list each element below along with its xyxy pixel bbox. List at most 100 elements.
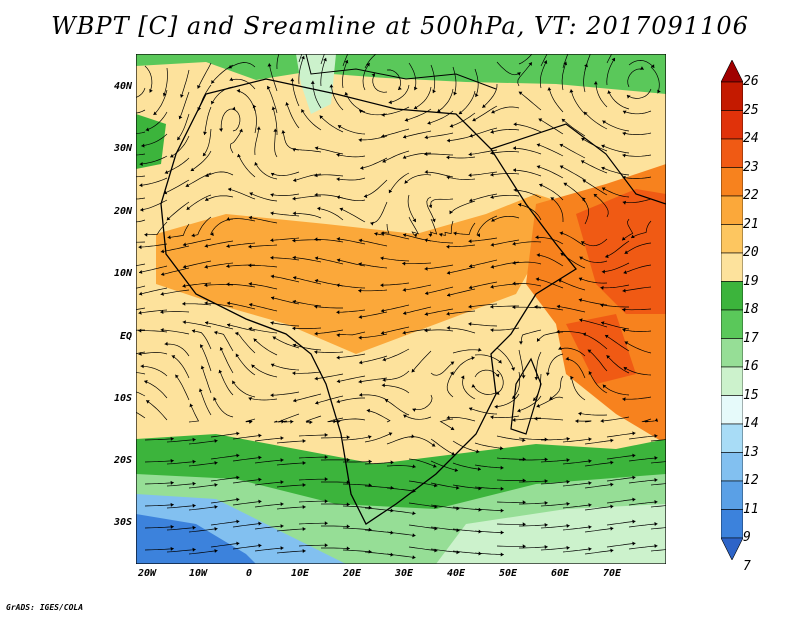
streamline-arrow <box>302 461 306 465</box>
streamline <box>276 528 306 532</box>
streamline <box>298 500 328 503</box>
colorbar-box <box>721 110 743 140</box>
streamline <box>141 133 168 147</box>
streamline <box>628 479 658 484</box>
streamline <box>490 173 520 176</box>
streamline <box>285 102 300 129</box>
streamline-arrow <box>425 291 429 296</box>
streamline <box>320 54 325 65</box>
streamline <box>430 482 460 489</box>
streamline <box>468 259 498 267</box>
streamline <box>317 207 344 221</box>
streamline-arrow <box>402 287 406 292</box>
streamline <box>512 283 542 287</box>
streamline <box>600 304 629 308</box>
streamline <box>144 460 174 463</box>
streamline-arrow <box>500 508 504 513</box>
streamline <box>305 415 322 423</box>
streamline-arrow <box>588 525 592 529</box>
streamline <box>314 174 344 177</box>
streamline <box>339 207 366 223</box>
streamline-arrow <box>428 204 433 208</box>
streamline-arrow <box>381 383 385 388</box>
colorbar-box <box>721 81 743 111</box>
streamline <box>270 257 300 261</box>
streamline <box>226 242 256 247</box>
streamline-arrow <box>359 360 363 365</box>
streamline-arrow <box>413 233 418 238</box>
colorbar-box <box>721 281 743 311</box>
streamline <box>623 264 652 274</box>
streamline <box>210 498 240 504</box>
streamline-arrow <box>622 236 626 241</box>
colorbar-label: 17 <box>743 330 759 346</box>
streamline-arrow <box>160 249 165 254</box>
streamline <box>204 240 234 247</box>
streamline-arrow <box>314 304 318 309</box>
streamline-arrow <box>281 130 286 134</box>
streamline-arrow <box>140 364 144 369</box>
streamline <box>650 483 666 486</box>
streamline-arrow <box>601 321 605 325</box>
streamline-arrow <box>610 482 614 487</box>
streamline <box>402 262 432 265</box>
streamline-arrow <box>254 162 258 166</box>
streamline <box>211 64 234 84</box>
streamline-arrow <box>588 481 592 485</box>
streamline <box>220 108 234 132</box>
streamline-arrow <box>180 94 184 98</box>
streamline-arrow <box>346 457 350 462</box>
streamline-arrow <box>491 109 495 114</box>
streamline <box>144 380 168 399</box>
colorbar-label: 15 <box>743 387 759 403</box>
streamline-arrow <box>336 333 340 338</box>
streamline-arrow <box>226 301 231 306</box>
streamline-arrow <box>170 458 174 463</box>
streamline <box>276 550 306 554</box>
streamline <box>446 417 476 422</box>
streamline <box>452 349 482 354</box>
streamline-arrow <box>491 218 495 222</box>
streamline-arrow <box>512 260 516 265</box>
streamline-arrow <box>446 175 450 180</box>
streamline-arrow <box>204 264 208 269</box>
streamline <box>254 525 284 530</box>
streamline <box>490 415 520 418</box>
streamline-arrow <box>211 80 215 84</box>
streamline-arrow <box>380 308 385 313</box>
streamline <box>270 275 300 283</box>
map-panel <box>136 54 666 564</box>
streamline <box>490 194 520 199</box>
streamline-arrow <box>363 194 368 199</box>
lon-label-30e: 30E <box>394 568 414 579</box>
streamline-arrow <box>226 244 230 248</box>
streamline <box>358 333 388 339</box>
streamline-arrow <box>412 464 416 469</box>
streamline <box>251 364 278 378</box>
streamline <box>166 527 196 531</box>
streamline <box>468 407 498 415</box>
streamline-arrow <box>402 261 406 266</box>
streamline-arrow <box>498 359 502 364</box>
streamline-arrow <box>271 106 276 111</box>
streamline-arrow <box>344 60 349 64</box>
streamline <box>273 420 294 423</box>
streamline <box>175 374 190 401</box>
colorbar-box <box>721 423 743 453</box>
streamline-arrow <box>358 262 362 267</box>
streamline-arrow <box>412 555 416 560</box>
streamline-arrow <box>433 464 437 468</box>
streamline-arrow <box>512 395 516 399</box>
streamline <box>386 553 416 559</box>
streamline-arrow <box>310 80 315 84</box>
streamline <box>474 369 499 378</box>
streamline <box>535 351 542 381</box>
streamline-arrow <box>404 117 409 122</box>
streamline <box>363 179 388 197</box>
streamline-arrow <box>593 194 598 198</box>
streamline-arrow <box>336 355 340 360</box>
streamline <box>468 171 498 176</box>
streamline <box>160 289 190 295</box>
streamline-arrow <box>344 92 349 96</box>
streamline <box>230 128 243 154</box>
